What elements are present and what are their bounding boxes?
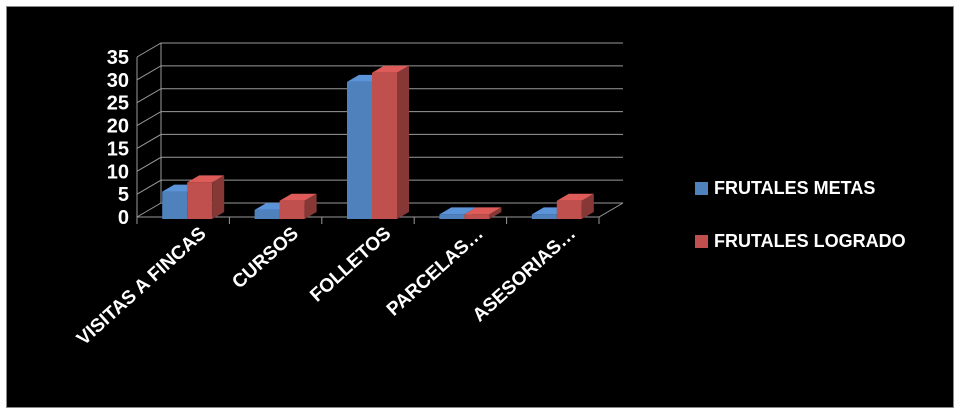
legend-label-metas: FRUTALES METAS xyxy=(714,177,876,198)
y-tick-label: 0 xyxy=(118,207,129,229)
chart-frame: 0 5 10 15 20 25 30 35 VISITAS A FINCAS CURSOS FOL… xyxy=(6,6,954,408)
y-tick-label: 20 xyxy=(107,116,129,138)
legend-label-logrado: FRUTALES LOGRADO xyxy=(714,230,906,251)
legend-swatch-metas xyxy=(695,181,708,195)
x-tick-label: PARCELAS… xyxy=(383,223,488,320)
legend-item-metas: FRUTALES METAS xyxy=(695,175,906,201)
bars xyxy=(162,65,594,219)
y-tick-label: 35 xyxy=(107,47,129,69)
y-tick-label: 5 xyxy=(118,184,129,206)
x-axis-tick-labels: VISITAS A FINCAS CURSOS FOLLETOSPARCELAS…A… xyxy=(73,223,580,350)
y-tick-label: 25 xyxy=(107,93,129,115)
x-tick-label: FOLLETOS xyxy=(306,223,395,306)
gridline xyxy=(136,42,623,58)
y-tick-label: 30 xyxy=(107,70,129,92)
bar xyxy=(279,193,317,219)
legend: FRUTALES METAS FRUTALES LOGRADO xyxy=(695,175,906,281)
y-tick-label: 10 xyxy=(107,161,129,183)
legend-swatch-logrado xyxy=(695,234,708,248)
legend-item-logrado: FRUTALES LOGRADO xyxy=(695,228,906,254)
y-tick-label: 15 xyxy=(107,138,129,160)
x-tick-label: VISITAS A FINCAS xyxy=(73,223,210,350)
bar xyxy=(464,207,502,219)
bar xyxy=(556,193,594,219)
bar xyxy=(187,175,225,219)
bar xyxy=(372,65,409,219)
x-tick-label: CURSOS xyxy=(228,223,302,293)
